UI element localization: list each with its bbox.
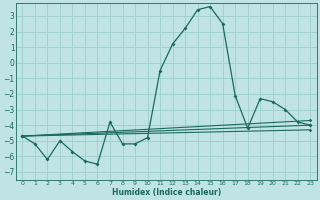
X-axis label: Humidex (Indice chaleur): Humidex (Indice chaleur) bbox=[112, 188, 221, 197]
